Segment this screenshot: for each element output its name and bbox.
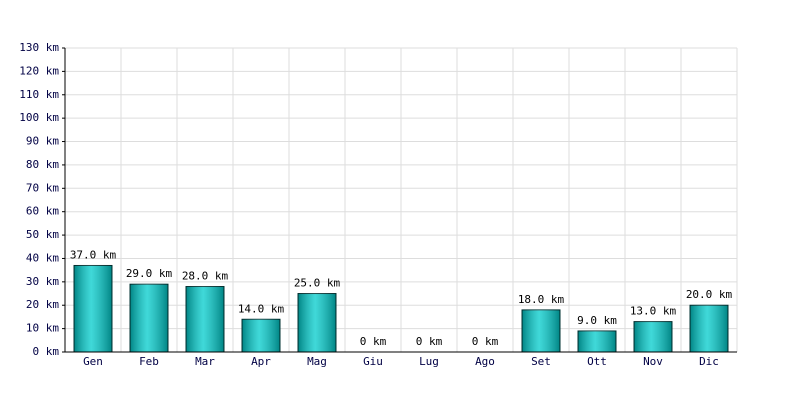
y-tick-label: 40 km [26,251,59,264]
bar-shade [298,293,336,352]
y-tick-label: 80 km [26,158,59,171]
value-label: 18.0 km [518,293,565,306]
bar-shade [186,286,224,352]
value-label: 9.0 km [577,314,617,327]
x-tick-label: Ago [475,355,495,368]
bar-shade [242,319,280,352]
value-label: 25.0 km [294,277,341,290]
bar-shade [74,265,112,352]
x-tick-label: Feb [139,355,159,368]
x-tick-label: Mag [307,355,327,368]
value-label: 28.0 km [182,270,229,283]
bar-shade [578,330,616,352]
x-tick-label: Apr [251,355,271,368]
y-tick-label: 130 km [19,41,59,54]
x-tick-label: Nov [643,355,663,368]
bar-shade [130,284,168,352]
bar-shade [634,321,672,352]
y-tick-label: 120 km [19,64,59,77]
y-tick-label: 90 km [26,135,59,148]
value-label: 29.0 km [126,267,173,280]
x-tick-label: Set [531,355,551,368]
y-tick-label: 60 km [26,205,59,218]
value-label: 14.0 km [238,302,285,315]
value-label: 13.0 km [630,305,677,318]
y-tick-label: 70 km [26,181,59,194]
value-label: 0 km [416,335,443,348]
y-tick-label: 100 km [19,111,59,124]
x-tick-label: Lug [419,355,439,368]
x-tick-label: Giu [363,355,383,368]
bar-shade [690,305,728,352]
x-tick-label: Dic [699,355,719,368]
x-tick-label: Gen [83,355,103,368]
value-label: 0 km [360,335,387,348]
x-tick-label: Mar [195,355,215,368]
y-tick-label: 0 km [33,345,60,358]
y-tick-label: 10 km [26,322,59,335]
value-label: 0 km [472,335,499,348]
value-label: 20.0 km [686,288,733,301]
value-label: 37.0 km [70,248,117,261]
bar-shade [522,309,560,352]
y-tick-label: 20 km [26,298,59,311]
y-tick-label: 50 km [26,228,59,241]
y-tick-label: 110 km [19,88,59,101]
x-tick-label: Ott [587,355,607,368]
y-tick-label: 30 km [26,275,59,288]
